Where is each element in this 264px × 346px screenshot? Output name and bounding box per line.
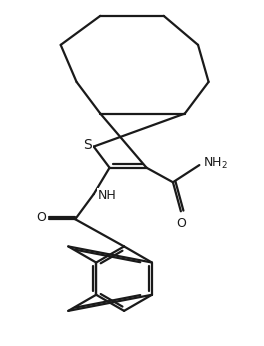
Text: NH: NH [98, 189, 116, 202]
Text: O: O [176, 217, 186, 230]
Text: NH$_2$: NH$_2$ [202, 156, 228, 171]
Text: S: S [83, 138, 92, 152]
Text: O: O [36, 211, 46, 225]
